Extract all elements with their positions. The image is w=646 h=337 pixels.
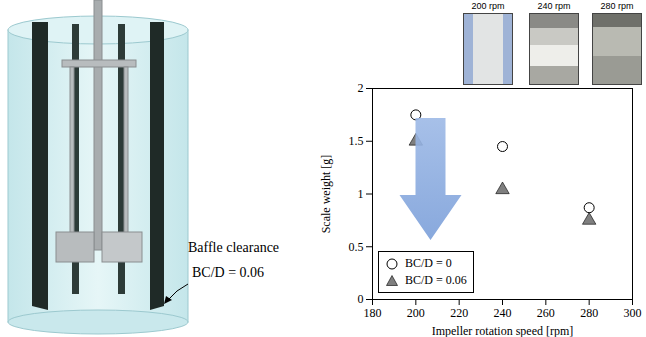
svg-text:220: 220 [450,306,468,320]
html-text:BC/D = 0.06: BC/D = 0.06 [405,273,467,287]
svg-text:0: 0 [358,292,364,306]
svg-text:0.5: 0.5 [349,240,364,254]
svg-text:280: 280 [580,306,598,320]
svg-text:Baffle clearance: Baffle clearance [188,240,279,255]
svg-text:Scale weight [g]: Scale weight [g] [319,155,333,234]
svg-text:1: 1 [358,187,364,201]
svg-text:180: 180 [364,306,382,320]
html-text:280 rpm: 280 rpm [600,1,634,11]
svg-text:Impeller rotation speed [rpm]: Impeller rotation speed [rpm] [432,324,574,337]
html-text:200 rpm: 200 rpm [471,1,505,11]
svg-text:260: 260 [537,306,555,320]
svg-text:240: 240 [494,306,512,320]
html-text:BC/D = 0: BC/D = 0 [405,256,452,270]
html-text:240 rpm: 240 rpm [537,1,571,11]
svg-text:2: 2 [358,81,364,95]
svg-text:1.5: 1.5 [349,134,364,148]
svg-text:BC/D = 0.06: BC/D = 0.06 [192,265,264,280]
svg-text:300: 300 [624,306,642,320]
svg-text:200: 200 [407,306,425,320]
